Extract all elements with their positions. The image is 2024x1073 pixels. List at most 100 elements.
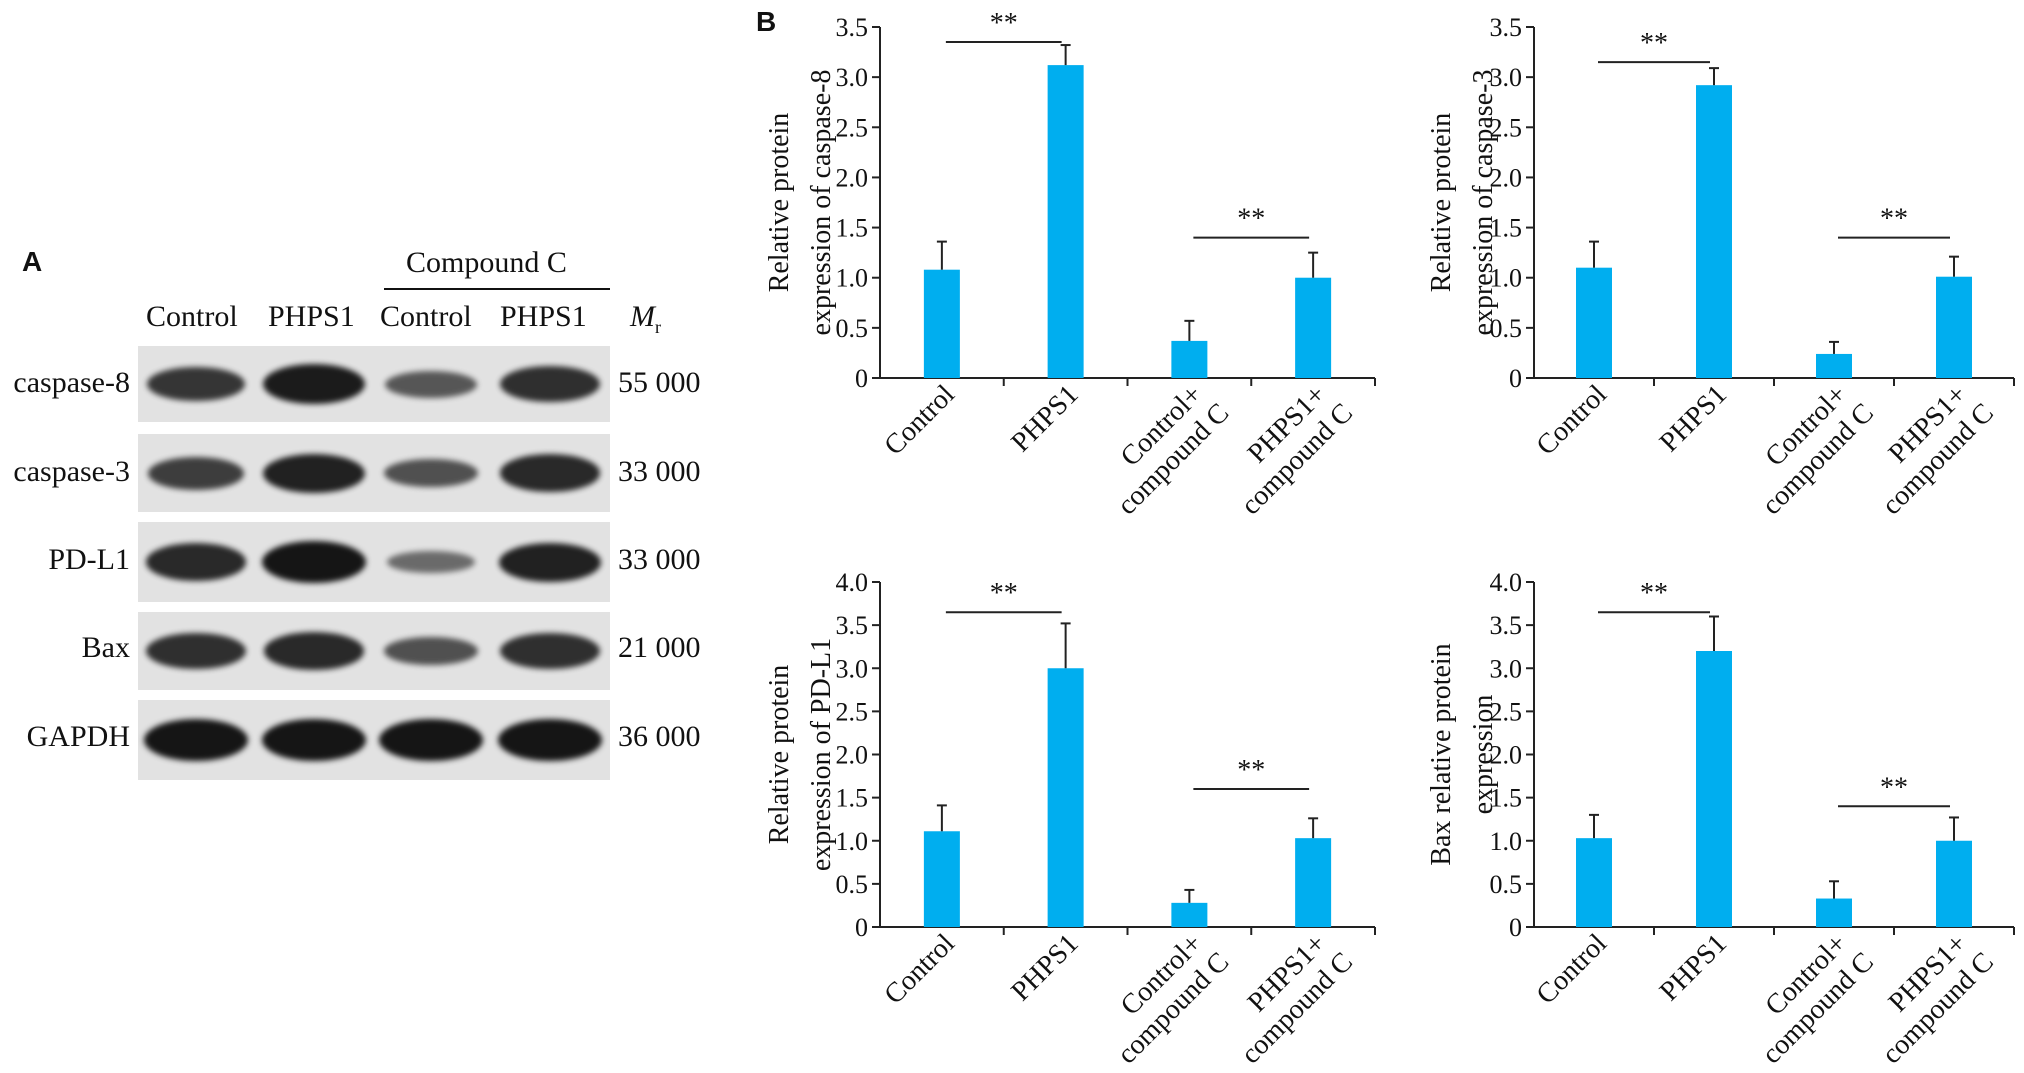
lane-label-control: Control <box>146 300 238 333</box>
band-caspase-3-lane-3 <box>384 458 478 488</box>
band-caspase-3-lane-2 <box>263 453 365 493</box>
chart3-y-tick-label: 4.0 <box>836 568 869 597</box>
compound-c-bracket-line <box>384 288 610 290</box>
chart3-y-axis-label-line-1: Relative protein <box>764 665 795 845</box>
chart2-category-label-2: PHPS1 <box>1654 379 1733 458</box>
chart2-y-tick-label: 1.0 <box>1490 264 1523 293</box>
chart1-y-tick-label: 0.5 <box>836 314 869 343</box>
chart4-y-axis-label-line-1: Bax relative protein <box>1426 643 1457 865</box>
chart1-category-label-4: PHPS1+compound C <box>1213 375 1359 521</box>
band-pd-l1-lane-4 <box>499 542 601 582</box>
chart1-bar-3 <box>1171 340 1208 378</box>
chart4-y-tick-label: 1.5 <box>1490 784 1523 813</box>
mw-pd-l1: 33 000 <box>618 543 701 576</box>
chart2-bar-4 <box>1936 276 1972 378</box>
western-blot-panel: A Compound C Control PHPS1 Control PHPS1… <box>0 0 740 1073</box>
chart2-y-tick-label: 3.0 <box>1490 63 1523 92</box>
chart4-y-tick-label: 1.0 <box>1490 827 1523 856</box>
band-bax-lane-3 <box>384 636 478 666</box>
chart1-bar-4 <box>1295 277 1332 378</box>
chart1-category-label-2: PHPS1 <box>1005 379 1084 458</box>
band-pd-l1-lane-3 <box>386 550 476 574</box>
chart4-y-axis-label-line-2: expression <box>1468 695 1499 815</box>
band-caspase-8-lane-1 <box>147 366 245 402</box>
chart3-bar-3 <box>1171 902 1208 927</box>
chart2-category-label-3: Control+compound C <box>1734 375 1880 521</box>
lane-label-phps1-compound-c: PHPS1 <box>500 300 587 333</box>
chart1-category-label-1: Control <box>878 379 961 462</box>
chart4-bar-4 <box>1936 840 1972 927</box>
chart2-category-label-4: PHPS1+compound C <box>1854 375 2000 521</box>
band-gapdh-lane-2 <box>262 719 366 761</box>
chart3-category-label-1: Control <box>878 928 961 1011</box>
blot-strip-bax <box>138 612 610 690</box>
mw-gapdh: 36 000 <box>618 720 701 753</box>
blot-strip-caspase-8 <box>138 346 610 422</box>
chart2-y-tick-label: 0.5 <box>1490 314 1523 343</box>
chart4-y-tick-label: 3.0 <box>1490 654 1523 683</box>
chart2-bar-2 <box>1696 85 1732 378</box>
blot-strip-gapdh <box>138 700 610 780</box>
chart1-bar-2 <box>1047 65 1084 378</box>
chart3-y-tick-label: 0 <box>855 913 868 942</box>
chart3-y-tick-label: 3.5 <box>836 611 869 640</box>
chart2-significance-label-2: ** <box>1880 204 1908 235</box>
chart3-category-label-2: PHPS1 <box>1005 928 1084 1007</box>
chart1-y-axis-label-line-2: expression of caspase-8 <box>806 70 837 336</box>
chart3-category-label-3: Control+compound C <box>1089 924 1235 1070</box>
chart4-significance-label-2: ** <box>1880 772 1908 803</box>
chart1-y-tick-label: 1.5 <box>836 214 869 243</box>
chart3-significance-label-1: ** <box>990 578 1018 609</box>
band-caspase-8-lane-4 <box>500 366 600 402</box>
chart1-category-label-3: Control+compound C <box>1089 375 1235 521</box>
blot-strip-caspase-3 <box>138 434 610 512</box>
lane-label-control-compound-c: Control <box>380 300 472 333</box>
chart4-y-tick-label: 2.0 <box>1490 741 1523 770</box>
lane-label-phps1: PHPS1 <box>268 300 355 333</box>
chart1-y-tick-label: 3.0 <box>836 63 869 92</box>
chart2-y-tick-label: 2.0 <box>1490 163 1523 192</box>
chart1-y-axis-label-line-1: Relative protein <box>764 113 795 293</box>
chart2-y-tick-label: 0 <box>1509 364 1522 393</box>
chart1-bar-1 <box>923 269 960 378</box>
chart1-y-tick-label: 0 <box>855 364 868 393</box>
chart3-significance-label-2: ** <box>1237 755 1265 786</box>
panel-a-label: A <box>22 246 43 277</box>
chart1-y-tick-label: 2.5 <box>836 113 869 142</box>
chart2-category-label-1: Control <box>1531 379 1614 462</box>
row-label-gapdh: GAPDH <box>26 720 130 753</box>
chart4-y-tick-label: 3.5 <box>1490 611 1523 640</box>
chart4-y-tick-label: 0.5 <box>1490 870 1523 899</box>
chart2-significance-label-1: ** <box>1640 28 1668 59</box>
molecular-weight-header: Mr <box>630 300 661 337</box>
chart4-category-label-3: Control+compound C <box>1734 924 1880 1070</box>
chart1-significance-label-1: ** <box>990 8 1018 39</box>
chart2-y-tick-label: 2.5 <box>1490 113 1523 142</box>
chart1-y-tick-label: 1.0 <box>836 264 869 293</box>
chart3-y-axis-label-line-2: expression of PD-L1 <box>806 638 837 871</box>
chart3-bar-4 <box>1295 838 1332 927</box>
band-gapdh-lane-1 <box>144 719 248 761</box>
chart2-y-axis-label-line-1: Relative protein <box>1426 113 1457 293</box>
mw-caspase-8: 55 000 <box>618 366 701 399</box>
chart2-bar-3 <box>1816 353 1852 378</box>
chart4-bar-2 <box>1696 651 1732 927</box>
panel-b-label: B <box>756 6 777 37</box>
blot-strip-pd-l1 <box>138 522 610 602</box>
chart2-y-tick-label: 3.5 <box>1490 13 1523 42</box>
band-bax-lane-4 <box>500 633 600 669</box>
band-bax-lane-1 <box>146 633 246 669</box>
chart3-y-tick-label: 0.5 <box>836 870 869 899</box>
chart4-y-tick-label: 0 <box>1509 913 1522 942</box>
chart2-y-axis-label-line-2: expression of caspase-3 <box>1468 70 1499 336</box>
chart4-significance-label-1: ** <box>1640 578 1668 609</box>
band-caspase-8-lane-2 <box>262 363 366 405</box>
compound-c-header: Compound C <box>406 246 567 279</box>
row-label-pd-l1: PD-L1 <box>48 543 130 576</box>
chart4-category-label-1: Control <box>1531 928 1614 1011</box>
chart1-significance-label-2: ** <box>1237 204 1265 235</box>
chart3-bar-2 <box>1047 668 1084 927</box>
chart3-y-tick-label: 2.0 <box>836 741 869 770</box>
band-caspase-8-lane-3 <box>385 370 477 398</box>
